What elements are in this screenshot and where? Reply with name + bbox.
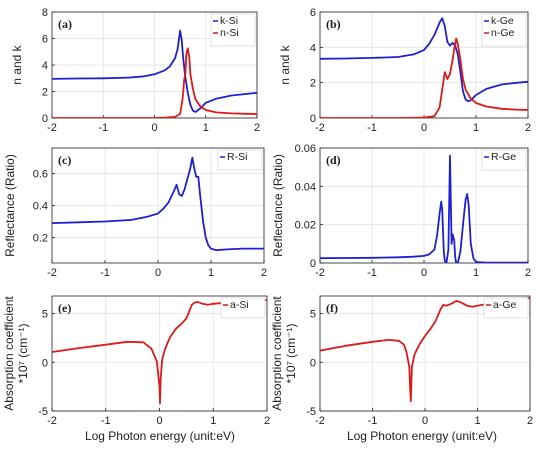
y-tick-label: -5 <box>38 406 48 418</box>
x-tick-label: 2 <box>527 415 533 427</box>
series-line-R-Si <box>52 156 264 252</box>
y-tick-label: 5 <box>42 309 48 321</box>
series-line-k-Ge <box>320 17 528 103</box>
series-line-k-Si <box>52 29 257 113</box>
x-tick-label: -2 <box>47 415 57 427</box>
series-line-a-Ge <box>320 297 530 403</box>
y-tick-label: 6 <box>310 7 316 19</box>
y-tick-label: 5 <box>310 309 316 321</box>
panel-f: -2 -1 0 1 2 -5 0 5 Absorption coefficient *10⁷ (c… <box>270 296 533 427</box>
legend-box <box>483 297 529 319</box>
legend-label: k-Si <box>220 15 238 27</box>
y-tick-label: 0 <box>42 357 48 369</box>
panel-label: (e) <box>58 301 71 315</box>
y-axis-unit-label: *10⁷ (cm⁻¹) <box>16 323 30 383</box>
panel-label: (d) <box>326 153 341 167</box>
y-axis-unit-label: *10⁷ (cm⁻¹) <box>284 323 298 383</box>
legend-label: a-Ge <box>493 299 517 311</box>
x-tick-label: 2 <box>525 122 531 134</box>
legend-label: R-Ge <box>491 151 516 163</box>
legend-box <box>481 13 527 47</box>
x-axis-label-left: Log Photon energy (unit:eV) <box>85 429 235 443</box>
y-tick-label: 0.6 <box>33 169 48 181</box>
y-tick-label: 0 <box>310 113 316 125</box>
x-tick-label: -1 <box>101 415 111 427</box>
y-tick-label: 6 <box>42 34 48 46</box>
x-tick-label: 2 <box>264 415 270 427</box>
panel-d: -2 -1 0 1 2 0 0.02 0.04 0.06 Reflectance (Ratio) (… <box>271 143 531 279</box>
y-axis-label: n and k <box>10 44 24 84</box>
x-tick-label: -2 <box>315 415 325 427</box>
series-line-R-Ge <box>320 154 528 263</box>
series-line-a-Si <box>52 299 267 405</box>
legend-label: a-Si <box>230 299 249 311</box>
legend-box <box>217 149 263 171</box>
x-tick-label: -1 <box>98 122 108 134</box>
x-tick-label: 2 <box>254 122 260 134</box>
y-axis-label: Absorption coefficient <box>270 296 284 411</box>
panel-e: -2 -1 0 1 2 -5 0 5 Absorption coefficient *10⁷ (c… <box>2 296 270 427</box>
x-tick-label: 1 <box>210 415 216 427</box>
legend-label: k-Ge <box>491 15 514 27</box>
y-axis-label: n and k <box>278 44 292 84</box>
x-tick-label: 0 <box>151 122 157 134</box>
x-tick-label: 1 <box>208 267 214 279</box>
panel-a: -2 -1 0 1 2 0 2 4 6 8 n and k (a) k-Sin-Si <box>10 7 260 134</box>
x-tick-label: 1 <box>474 415 480 427</box>
y-tick-label: 0 <box>310 258 316 270</box>
y-axis-label: Absorption coefficient <box>2 296 16 411</box>
x-axis-label-right: Log Photon energy (unit:eV) <box>347 429 497 443</box>
x-tick-label: 0 <box>421 122 427 134</box>
legend-label: n-Si <box>220 27 239 39</box>
x-tick-label: 0 <box>155 267 161 279</box>
y-tick-label: -5 <box>306 406 316 418</box>
y-tick-label: 2 <box>42 87 48 99</box>
x-tick-label: 2 <box>525 267 531 279</box>
x-tick-label: -1 <box>100 267 110 279</box>
y-tick-label: 2 <box>310 78 316 90</box>
series-line-n-Si <box>52 47 257 118</box>
panel-c: -2 -1 0 1 2 0.2 0.4 0.6 Reflectance (Ratio) (c) R-… <box>3 147 267 279</box>
y-tick-label: 0.06 <box>295 143 316 155</box>
x-tick-label: 1 <box>473 122 479 134</box>
legend-box <box>210 13 256 47</box>
x-tick-label: -1 <box>367 122 377 134</box>
panel-label: (c) <box>58 153 71 167</box>
x-tick-label: 1 <box>473 267 479 279</box>
y-axis-label: Reflectance (Ratio) <box>271 154 285 257</box>
x-tick-label: 0 <box>422 415 428 427</box>
panel-label: (a) <box>58 17 72 31</box>
y-tick-label: 0 <box>310 357 316 369</box>
y-tick-label: 0.02 <box>295 220 316 232</box>
panel-b: -2 -1 0 1 2 0 2 4 6 n and k (b) k-Gen-Ge <box>278 7 531 134</box>
y-tick-label: 4 <box>42 60 48 72</box>
y-tick-label: 0.4 <box>33 201 48 213</box>
x-tick-label: -1 <box>368 415 378 427</box>
y-tick-label: 0 <box>42 113 48 125</box>
legend-box <box>481 149 527 171</box>
y-tick-label: 8 <box>42 7 48 19</box>
x-tick-label: 0 <box>421 267 427 279</box>
panels-layer: -2 -1 0 1 2 0 2 4 6 8 n and k (a) k-Sin-Si -2 -1 0 1 2 0 2 4… <box>2 7 533 427</box>
legend-label: R-Si <box>227 151 247 163</box>
y-tick-label: 0.2 <box>33 232 48 244</box>
legend-label: n-Ge <box>491 27 515 39</box>
legend-box <box>220 297 266 319</box>
x-tick-label: 0 <box>156 415 162 427</box>
panel-label: (b) <box>326 17 341 31</box>
y-axis-label: Reflectance (Ratio) <box>3 154 17 257</box>
x-tick-label: -1 <box>367 267 377 279</box>
y-tick-label: 4 <box>310 42 316 54</box>
x-tick-label: -2 <box>47 267 57 279</box>
y-tick-label: 0.04 <box>295 181 316 193</box>
x-tick-label: 1 <box>203 122 209 134</box>
x-tick-label: -2 <box>315 267 325 279</box>
x-tick-label: 2 <box>261 267 267 279</box>
panel-label: (f) <box>326 301 338 315</box>
series-line-n-Ge <box>320 37 528 118</box>
x-tick-label: -2 <box>47 122 57 134</box>
x-tick-label: -2 <box>315 122 325 134</box>
